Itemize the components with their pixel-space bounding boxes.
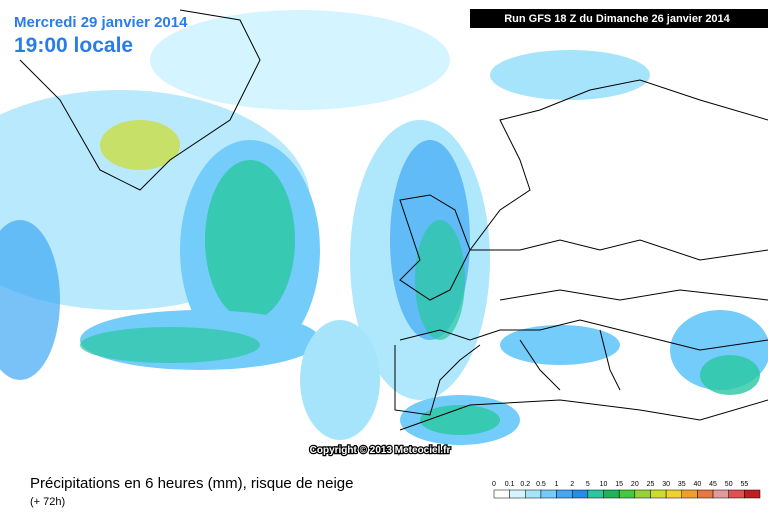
copyright: Copyright © 2013 Meteociel.fr — [310, 445, 451, 456]
legend-label: 30 — [662, 481, 670, 488]
date: Mercredi 29 janvier 2014 — [14, 14, 188, 31]
legend-swatch — [728, 489, 745, 499]
legend-swatch — [681, 489, 698, 499]
legend-swatch — [509, 489, 526, 499]
legend-swatch — [665, 489, 683, 499]
legend: 0 0.1 0.2 0.5 1 2 5 10 15 20 25 30 35 40 45 50 55 — [492, 481, 761, 499]
legend-label: 0 — [492, 481, 496, 488]
legend-swatch — [634, 489, 651, 499]
run-box — [470, 9, 768, 28]
legend-label: 45 — [709, 481, 717, 488]
legend-label: 20 — [631, 481, 639, 488]
legend-swatch — [603, 489, 620, 499]
coastlines — [19, 9, 768, 431]
legend-label: 55 — [740, 481, 748, 488]
legend-label: 25 — [647, 481, 655, 488]
legend-label: 15 — [615, 481, 623, 488]
run-info: Run GFS 18 Z du Dimanche 26 janvier 2014 — [504, 13, 730, 25]
legend-label: 1 — [555, 481, 559, 488]
legend-label: 40 — [694, 481, 702, 488]
legend-label: 0.2 — [520, 481, 530, 488]
legend-label: 5 — [586, 481, 590, 488]
legend-label: 0.1 — [505, 481, 515, 488]
legend-swatch — [618, 489, 636, 499]
legend-swatch — [525, 489, 542, 499]
caption-title: Précipitations en 6 heures (mm), risque … — [30, 475, 354, 492]
legend-swatch — [697, 489, 714, 499]
legend-label: 2 — [570, 481, 574, 488]
legend-swatch — [712, 489, 729, 499]
forecast-lead: (+ 72h) — [30, 496, 65, 508]
local-time: 19:00 locale — [14, 34, 133, 57]
legend-swatch — [493, 489, 510, 499]
precip-field — [0, 10, 768, 445]
legend-swatch — [650, 489, 667, 499]
legend-label: 10 — [600, 481, 608, 488]
legend-label: 0.5 — [536, 481, 546, 488]
legend-swatch — [556, 489, 573, 499]
legend-label: 50 — [725, 481, 733, 488]
legend-swatch — [587, 489, 604, 499]
legend-label: 35 — [678, 481, 686, 488]
legend-swatch — [540, 489, 557, 499]
legend-swatch — [744, 489, 761, 499]
legend-swatch — [571, 489, 589, 499]
